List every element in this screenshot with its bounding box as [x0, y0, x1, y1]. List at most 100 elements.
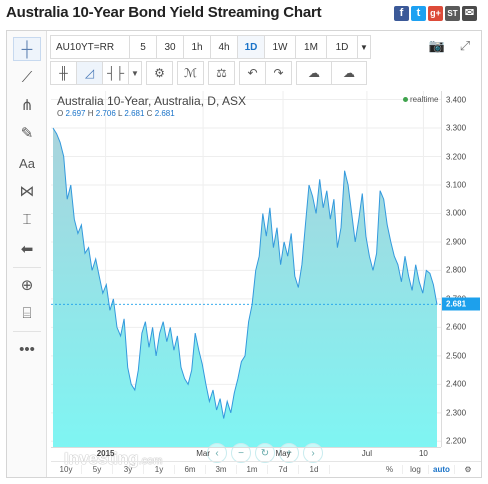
y-tick-label: 2.900: [446, 237, 467, 247]
range-10y-button[interactable]: 10y: [51, 465, 82, 474]
range-1y-button[interactable]: 1y: [144, 465, 175, 474]
lock-icon[interactable]: ⌸: [22, 304, 32, 322]
cloud-load-icon[interactable]: ☁: [296, 61, 332, 85]
range-5y-button[interactable]: 5y: [82, 465, 113, 474]
price-line: [52, 127, 438, 419]
scroll-left-icon[interactable]: ‹: [207, 443, 227, 463]
interval-toolbar: AU10YT=RR 5 30 1h 4h 1D 1W 1M 1D ▼: [50, 35, 371, 59]
chart-legend-title: Australia 10-Year, Australia, D, ASX: [57, 94, 246, 108]
time-axis[interactable]: 2015 Mar May Jul 10: [51, 447, 441, 461]
investing-logo: Investing.com: [61, 449, 166, 469]
chart-style-toolbar: ╫ ◿ ┤├ ▼ ⚙ ℳ ⚖ ↶ ↷ ☁ ☁: [50, 61, 367, 85]
chart-plot-area[interactable]: [51, 91, 441, 447]
range-1d-button[interactable]: 1d: [299, 465, 330, 474]
range-7d-button[interactable]: 7d: [268, 465, 299, 474]
zoom-in-icon[interactable]: +: [279, 443, 299, 463]
more-options-icon[interactable]: •••: [19, 340, 35, 358]
area-chart-icon[interactable]: ◿: [76, 61, 103, 85]
ohlc-values: O 2.697 H 2.706 L 2.681 C 2.681: [57, 109, 175, 118]
interval-5m-button[interactable]: 5: [129, 35, 157, 59]
x-tick-label: 2015: [96, 449, 115, 458]
camera-icon[interactable]: 📷: [428, 38, 446, 53]
brush-icon[interactable]: ✎: [20, 125, 34, 142]
gear-icon[interactable]: ⚙: [464, 465, 472, 474]
chevron-down-icon[interactable]: ▼: [357, 35, 371, 59]
last-price-badge: 2.681: [442, 297, 480, 311]
y-tick-label: 2.600: [446, 322, 467, 332]
live-dot-icon: [403, 97, 408, 103]
text-tool-icon[interactable]: Aa: [19, 155, 35, 171]
interval-1d-button[interactable]: 1D: [237, 35, 265, 59]
percent-scale-button[interactable]: %: [377, 465, 403, 474]
auto-scale-button[interactable]: auto: [429, 465, 455, 474]
high-value: 2.706: [95, 109, 116, 118]
y-tick-label: 3.400: [446, 95, 467, 105]
zoom-out-icon[interactable]: −: [231, 443, 251, 463]
x-tick-label: May: [275, 449, 291, 458]
fullscreen-icon[interactable]: ⤢: [459, 38, 471, 53]
interval-1w-button[interactable]: 1W: [264, 35, 296, 59]
measure-icon[interactable]: ⌶: [22, 210, 32, 228]
page-title: Australia 10-Year Bond Yield Streaming C…: [6, 4, 322, 21]
low-label: L: [118, 109, 123, 118]
interval-4h-button[interactable]: 4h: [210, 35, 238, 59]
interval-1h-button[interactable]: 1h: [183, 35, 211, 59]
google-plus-share-button[interactable]: g+: [428, 6, 443, 21]
y-tick-label: 2.400: [446, 379, 467, 389]
range-3m-button[interactable]: 3m: [206, 465, 237, 474]
range-3y-button[interactable]: 3y: [113, 465, 144, 474]
chart-navigation: ‹ − ↻ + ›: [207, 443, 323, 463]
compare-icon[interactable]: ⚖: [208, 61, 235, 85]
pitchfork-icon[interactable]: ⋔: [20, 97, 34, 114]
x-tick-label: Jul: [361, 449, 373, 458]
redo-icon[interactable]: ↷: [265, 61, 292, 85]
arrow-left-icon[interactable]: ⬅: [20, 241, 34, 258]
stocktwits-share-button[interactable]: ST: [445, 6, 460, 21]
close-label: C: [146, 109, 153, 118]
open-label: O: [57, 109, 64, 118]
scroll-right-icon[interactable]: ›: [303, 443, 323, 463]
area-chart: [51, 91, 441, 447]
gear-icon[interactable]: ⚙: [146, 61, 173, 85]
high-label: H: [87, 109, 94, 118]
realtime-label: realtime: [410, 95, 439, 104]
log-scale-button[interactable]: log: [403, 465, 429, 474]
email-share-button[interactable]: ✉: [462, 6, 477, 21]
y-tick-label: 3.200: [446, 152, 467, 161]
chevron-down-icon[interactable]: ▼: [128, 61, 142, 85]
twitter-share-button[interactable]: t: [411, 6, 426, 21]
symbol-input[interactable]: AU10YT=RR: [50, 35, 130, 59]
facebook-share-button[interactable]: f: [394, 6, 409, 21]
price-axis[interactable]: 3.4003.3003.2003.1003.0002.9002.8002.700…: [441, 91, 481, 447]
close-value: 2.681: [154, 109, 175, 118]
chart-frame: ┼ ⟋ ⋔ ✎ Aa ⋈ ⌶ ⬅ ⊕ ⌸ ••• AU10YT=RR 5 30 …: [6, 30, 482, 478]
cloud-save-icon[interactable]: ☁: [331, 61, 367, 85]
x-tick-label: Mar: [196, 449, 210, 458]
crosshair-icon[interactable]: ┼: [13, 37, 41, 61]
interval-custom-button[interactable]: 1D: [326, 35, 358, 59]
indicators-icon[interactable]: ℳ: [177, 61, 204, 85]
low-value: 2.681: [124, 109, 145, 118]
candlestick-icon[interactable]: ╫: [50, 61, 77, 85]
y-tick-label: 2.500: [446, 351, 467, 361]
interval-30m-button[interactable]: 30: [156, 35, 184, 59]
realtime-indicator: realtime: [403, 95, 438, 104]
y-tick-label: 3.100: [446, 180, 467, 190]
range-6m-button[interactable]: 6m: [175, 465, 206, 474]
logo-main: Investing: [64, 449, 139, 468]
drawing-toolbar: ┼ ⟋ ⋔ ✎ Aa ⋈ ⌶ ⬅ ⊕ ⌸ •••: [7, 31, 47, 477]
y-tick-label: 2.800: [446, 265, 467, 275]
zoom-icon[interactable]: ⊕: [20, 277, 34, 294]
y-tick-label: 2.300: [446, 408, 467, 418]
range-1m-button[interactable]: 1m: [237, 465, 268, 474]
undo-icon[interactable]: ↶: [239, 61, 266, 85]
y-tick-label: 2.200: [446, 436, 467, 446]
y-tick-label: 3.000: [446, 208, 467, 218]
y-tick-label: 3.300: [446, 123, 467, 133]
interval-1m-button[interactable]: 1M: [295, 35, 327, 59]
reset-icon[interactable]: ↻: [255, 443, 275, 463]
trend-line-icon[interactable]: ⟋: [21, 68, 33, 86]
pattern-icon[interactable]: ⋈: [19, 183, 35, 200]
range-bar: 10y 5y 3y 1y 6m 3m 1m 7d 1d % log auto ⚙: [51, 461, 481, 477]
bars-icon[interactable]: ┤├: [102, 61, 129, 85]
